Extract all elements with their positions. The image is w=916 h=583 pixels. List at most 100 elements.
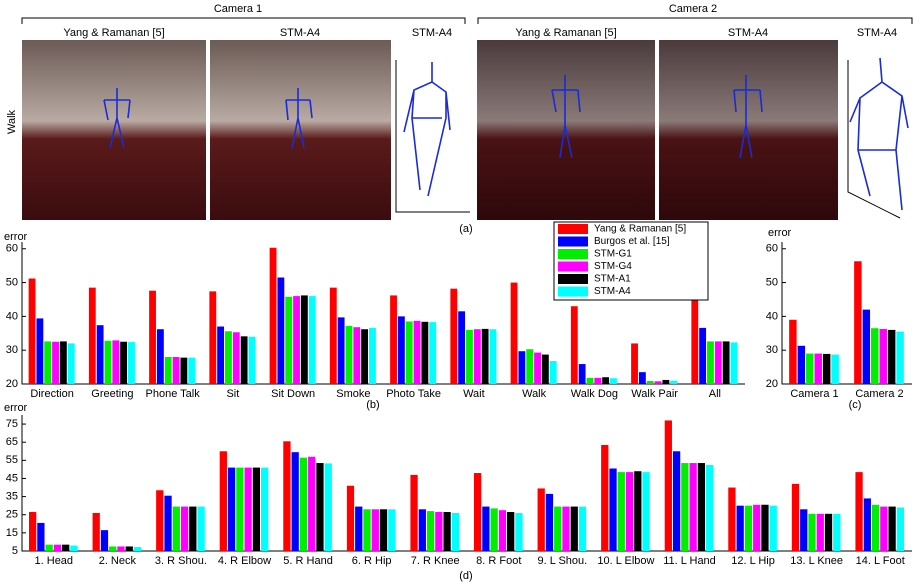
bar	[731, 342, 738, 384]
bar	[452, 513, 459, 551]
bar	[105, 341, 112, 384]
x-tick-label: 7. R Knee	[411, 555, 460, 567]
bar	[538, 488, 545, 551]
bar	[896, 332, 903, 384]
x-tick-label: Camera 1	[790, 388, 838, 400]
y-axis-label: error	[4, 231, 28, 243]
bar	[380, 509, 387, 551]
bar	[546, 494, 553, 551]
bar	[149, 291, 156, 384]
bar	[665, 420, 672, 551]
bar	[156, 490, 163, 551]
bar	[482, 507, 489, 551]
photo	[659, 40, 838, 220]
bar	[634, 471, 641, 551]
bar	[355, 507, 362, 551]
bar	[173, 507, 180, 551]
bar	[270, 248, 277, 384]
bar	[526, 349, 533, 384]
bar	[70, 546, 77, 551]
legend-label: Yang & Ramanan [5]	[594, 224, 686, 235]
legend-swatch	[558, 249, 588, 259]
bar	[37, 523, 44, 551]
x-tick-label: 11. L Hand	[663, 555, 716, 567]
x-tick-label: 9. L Shou.	[537, 555, 587, 567]
bar	[180, 358, 187, 384]
bar	[806, 354, 813, 384]
x-tick-label: Walk Pair	[631, 388, 678, 400]
bar	[458, 311, 465, 384]
bar	[117, 546, 124, 551]
bar	[888, 330, 895, 384]
bar	[372, 509, 379, 551]
legend-swatch	[558, 237, 588, 247]
bar	[293, 296, 300, 384]
axis	[22, 415, 912, 551]
bar	[863, 310, 870, 384]
bar	[261, 468, 268, 551]
bar	[173, 357, 180, 384]
bar	[499, 510, 506, 551]
x-tick-label: 6. R Hip	[352, 555, 392, 567]
legend-swatch	[558, 274, 588, 284]
bar	[112, 340, 119, 384]
bar	[855, 472, 862, 551]
bar	[450, 289, 457, 384]
bar	[46, 545, 53, 551]
bar	[277, 278, 284, 385]
bar	[594, 378, 601, 384]
bar	[579, 507, 586, 551]
figure: Camera 1 Camera 2 Walk Yang & Ramanan [5…	[0, 0, 916, 583]
bracket	[22, 18, 465, 24]
bar	[330, 288, 337, 384]
y-axis-label: error	[4, 402, 28, 414]
camera-title: Camera 1	[214, 3, 262, 15]
bar	[737, 506, 744, 551]
panel-title: STM-A4	[412, 27, 452, 39]
skeleton	[404, 62, 450, 196]
bar	[283, 441, 290, 551]
bar	[36, 318, 43, 384]
bar	[427, 511, 434, 551]
bar	[610, 378, 617, 384]
panel-title: STM-A4	[857, 27, 897, 39]
bar	[29, 512, 36, 551]
bar	[642, 472, 649, 551]
panel-title: Yang & Ramanan [5]	[63, 27, 164, 39]
bar	[62, 545, 69, 551]
bar	[109, 546, 116, 551]
panel-title: Yang & Ramanan [5]	[515, 27, 616, 39]
legend-swatch	[558, 224, 588, 234]
bar	[825, 514, 832, 551]
y-tick-label: 20	[766, 378, 778, 390]
legend-label: STM-G1	[594, 249, 632, 260]
bar	[241, 336, 248, 384]
bar	[673, 451, 680, 551]
bar	[831, 355, 838, 384]
bar	[761, 505, 768, 551]
bar	[68, 343, 75, 384]
bar	[789, 320, 796, 384]
bar	[698, 463, 705, 551]
x-tick-label: Camera 2	[855, 388, 903, 400]
bar	[429, 322, 436, 384]
bar	[601, 445, 608, 551]
y-tick-label: 35	[6, 491, 18, 503]
bar	[309, 296, 316, 384]
bar	[515, 513, 522, 551]
bar	[753, 505, 760, 551]
legend: Yang & Ramanan [5]Burgos et al. [15]STM-…	[554, 222, 708, 300]
bar	[823, 354, 830, 384]
x-tick-label: Direction	[30, 388, 73, 400]
caption: (d)	[459, 570, 472, 582]
bar	[562, 507, 569, 551]
bar	[249, 337, 256, 384]
bar	[792, 484, 799, 551]
bar	[346, 326, 353, 384]
bar	[618, 472, 625, 551]
x-tick-label: 1. Head	[35, 555, 74, 567]
bar	[745, 506, 752, 551]
bar	[89, 288, 96, 384]
bar	[233, 332, 240, 384]
x-tick-label: 12. L Hip	[731, 555, 775, 567]
